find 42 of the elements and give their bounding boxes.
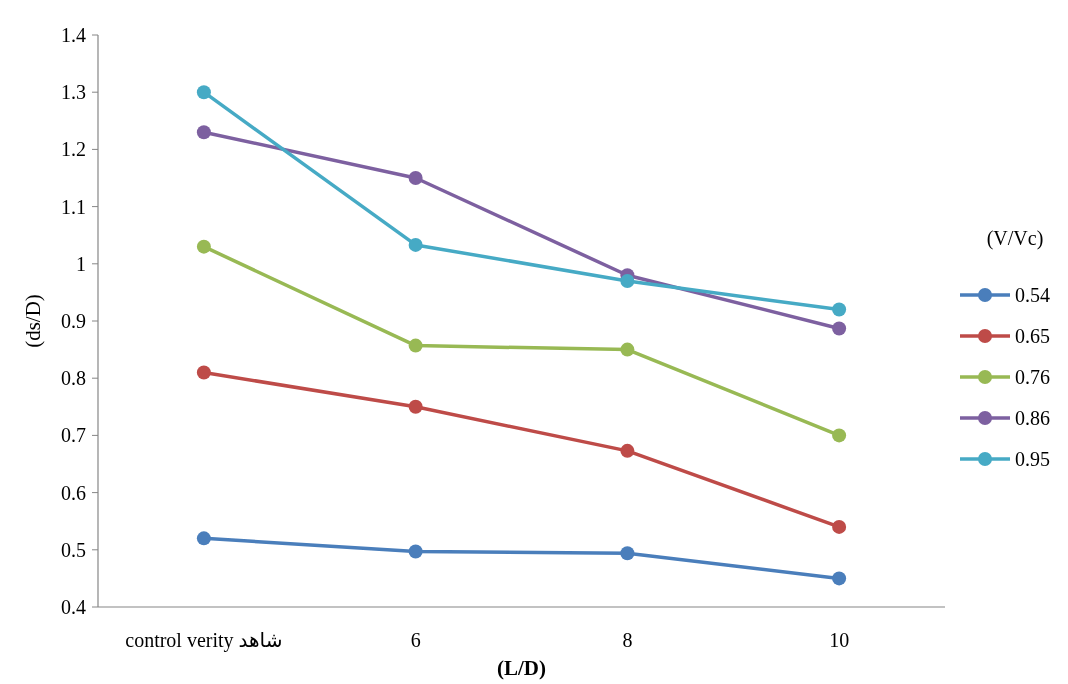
point: [196, 239, 211, 254]
point: [832, 428, 847, 443]
point: [408, 544, 423, 559]
point: [196, 531, 211, 546]
y-tick-label: 1.4: [61, 24, 86, 46]
point: [196, 85, 211, 100]
x-axis-title: (L/D): [497, 656, 546, 680]
point: [196, 365, 211, 380]
point: [408, 171, 423, 185]
point: [408, 237, 423, 252]
point: [832, 321, 847, 336]
y-tick-label: 1.1: [61, 195, 86, 218]
y-axis-title: (ds/D): [21, 294, 45, 348]
y-tick-label: 0.9: [61, 310, 86, 332]
point: [832, 571, 847, 586]
y-tick-label: 1.2: [61, 138, 86, 161]
y-tick-label: 0.5: [61, 538, 86, 561]
y-tick-label: 0.4: [61, 596, 86, 618]
x-tick-label: control verity شاهد: [125, 629, 283, 652]
y-tick-label: 0.6: [61, 481, 86, 504]
point: [408, 338, 423, 353]
legend-title: (V/Vc): [986, 227, 1044, 250]
x-tick-label: 10: [829, 629, 850, 651]
y-tick-label: 1.3: [61, 81, 86, 104]
point: [620, 443, 635, 458]
legend-label: 0.54: [1015, 284, 1050, 306]
point: [832, 519, 847, 534]
legend-label: 0.76: [1015, 366, 1050, 388]
point: [620, 273, 635, 288]
x-tick-label: 8: [622, 629, 633, 651]
point: [408, 399, 423, 414]
point: [196, 125, 211, 140]
point: [832, 302, 847, 317]
y-tick-label: 1: [76, 252, 86, 275]
legend-label: 0.95: [1015, 448, 1050, 470]
legend-label: 0.65: [1015, 325, 1050, 347]
point: [620, 546, 635, 561]
point: [620, 342, 635, 357]
legend-label: 0.86: [1015, 407, 1050, 429]
y-tick-label: 0.8: [61, 367, 86, 390]
y-tick-label: 0.7: [61, 424, 86, 447]
x-tick-label: 6: [410, 629, 421, 651]
